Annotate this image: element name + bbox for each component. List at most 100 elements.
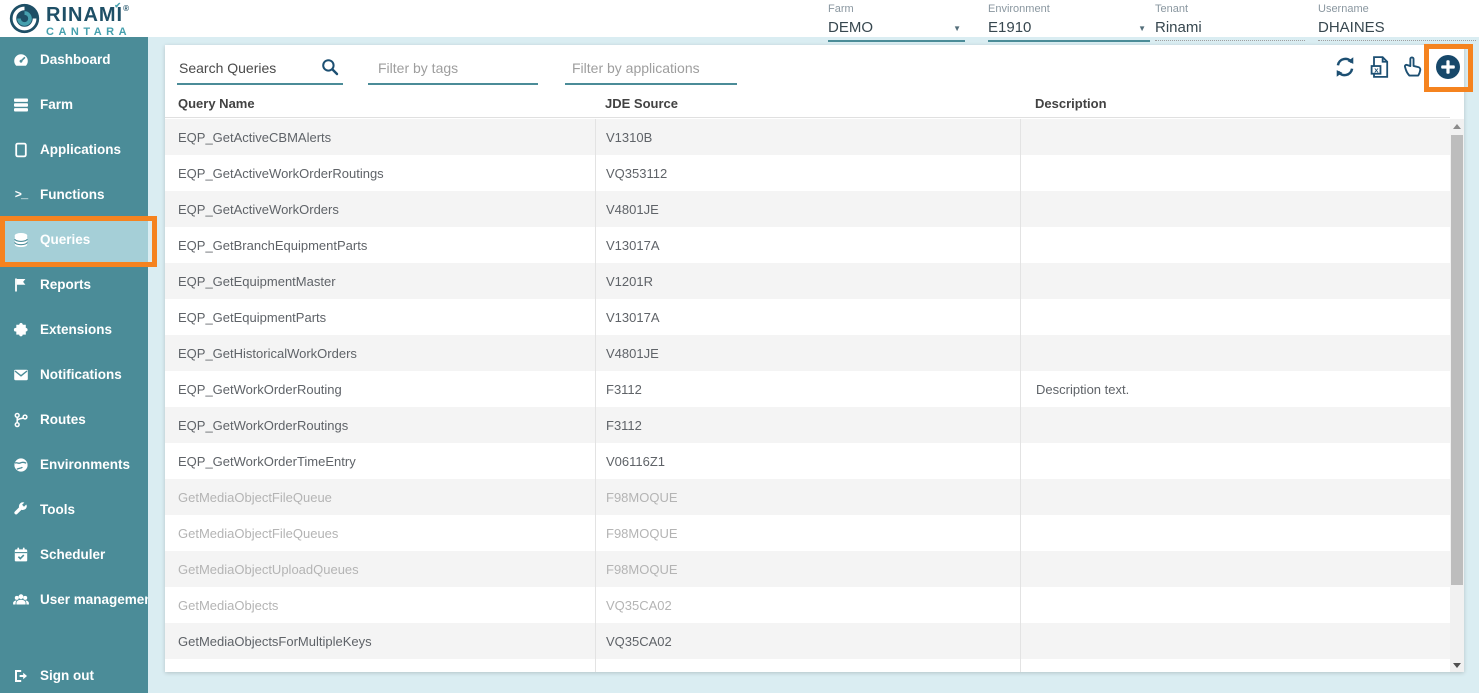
table-row[interactable]: EQP_GetActiveCBMAlerts V1310B	[165, 119, 1450, 155]
filter-applications-input[interactable]	[565, 59, 737, 85]
registered-mark: ®	[123, 3, 131, 13]
query-name-cell: GetMediaObjectFileQueues	[178, 525, 339, 541]
table-row[interactable]: EQP_GetActiveWorkOrderRoutings VQ353112	[165, 155, 1450, 191]
queries-panel: x Query Name JDE Source Description EQP_…	[165, 45, 1464, 672]
jde-source-cell: F98MOQUE	[595, 479, 1020, 515]
description-cell	[1020, 551, 1450, 587]
jde-source-cell: VQ35CA02	[595, 623, 1020, 659]
environment-value[interactable]: E1910 ▼	[988, 16, 1150, 42]
farm-select[interactable]: Farm DEMO ▼	[828, 3, 965, 42]
sidebar-item-functions[interactable]: >_ Functions	[0, 172, 148, 217]
jde-source-cell: F3112	[595, 407, 1020, 443]
scroll-up-arrow[interactable]	[1450, 119, 1464, 133]
jde-source-cell: V1201R	[595, 263, 1020, 299]
jde-source-cell: V13017A	[595, 299, 1020, 335]
query-name-cell: EQP_GetWorkOrderRoutings	[178, 417, 349, 433]
search-input[interactable]	[177, 59, 343, 85]
chevron-down-icon: ▼	[953, 24, 961, 33]
environment-label: Environment	[988, 3, 1050, 15]
chevron-down-icon: ▼	[1138, 24, 1146, 33]
description-cell	[1020, 227, 1450, 263]
sign-out-icon	[12, 667, 30, 685]
pointer-hand-icon[interactable]	[1399, 53, 1427, 81]
jde-source-cell: F3112	[595, 371, 1020, 407]
queries-table-body: EQP_GetActiveCBMAlerts V1310B EQP_GetAct…	[165, 119, 1450, 672]
vertical-scrollbar[interactable]	[1450, 119, 1464, 672]
description-cell	[1020, 623, 1450, 659]
filter-tags-input[interactable]	[368, 59, 538, 85]
tenant-label: Tenant	[1155, 3, 1189, 15]
dashboard-gauge-icon	[12, 51, 30, 69]
query-name-cell: GetMediaObjectsForMultipleKeys	[178, 633, 372, 649]
logo-subtitle: CANTARA	[46, 25, 132, 38]
jde-source-cell: F98MOQUE	[595, 515, 1020, 551]
description-cell	[1020, 155, 1450, 191]
export-excel-icon[interactable]: x	[1366, 53, 1394, 81]
query-name-cell: EQP_GetEquipmentParts	[178, 309, 327, 325]
sidebar-item-reports[interactable]: Reports	[0, 262, 148, 307]
farm-value[interactable]: DEMO ▼	[828, 16, 965, 42]
username-label: Username	[1318, 3, 1369, 15]
farm-label: Farm	[828, 3, 854, 15]
column-header-description[interactable]: Description	[1035, 96, 1107, 111]
app-logo: RINAMI® ✔ CANTARA	[8, 0, 132, 40]
app-window-icon	[12, 141, 30, 159]
calendar-check-icon	[12, 546, 30, 564]
table-row[interactable]: EQP_GetActiveWorkOrders V4801JE	[165, 191, 1450, 227]
sidebar-item-notifications[interactable]: Notifications	[0, 352, 148, 397]
environment-select[interactable]: Environment E1910 ▼	[988, 3, 1150, 42]
sidebar-item-routes[interactable]: Routes	[0, 397, 148, 442]
table-row[interactable]: EQP_GetEquipmentParts V13017A	[165, 299, 1450, 335]
add-query-icon[interactable]	[1434, 53, 1462, 81]
table-row[interactable]: GetMediaObjects VQ35CA02	[165, 587, 1450, 623]
description-cell	[1020, 191, 1450, 227]
scroll-down-arrow[interactable]	[1450, 658, 1464, 672]
column-header-jde-source[interactable]: JDE Source	[605, 96, 678, 111]
table-row[interactable]: EQP_GetWorkOrderTimeEntry V06116Z1	[165, 443, 1450, 479]
table-row[interactable]: EQP_GetWorkOrderRouting F3112 Descriptio…	[165, 371, 1450, 407]
description-cell	[1020, 263, 1450, 299]
sidebar-item-extensions[interactable]: Extensions	[0, 307, 148, 352]
description-cell	[1020, 407, 1450, 443]
query-name-cell: GetMediaObjectUploadQueues	[178, 561, 359, 577]
sidebar-item-queries[interactable]: Queries	[0, 217, 148, 262]
column-header-query-name[interactable]: Query Name	[178, 96, 255, 111]
jde-source-cell: VQ35CA02	[595, 587, 1020, 623]
table-row[interactable]: EQP_GetWorkOrderRoutings F3112	[165, 407, 1450, 443]
table-row[interactable]: GetMediaObjectsForMultipleKeys VQ35CA02	[165, 623, 1450, 659]
puzzle-icon	[12, 321, 30, 339]
jde-source-cell: F98MOQUE	[595, 551, 1020, 587]
query-name-cell: EQP_GetWorkOrderRouting	[178, 381, 342, 397]
sidebar-item-sign-out[interactable]: Sign out	[0, 653, 148, 693]
sidebar-item-dashboard[interactable]: Dashboard	[0, 37, 148, 82]
svg-text:x: x	[1374, 65, 1379, 74]
table-row[interactable]: EQP_GetEquipmentMaster V1201R	[165, 263, 1450, 299]
jde-source-cell: F98581A1	[595, 659, 1020, 672]
logo-checkmark-icon: ✔	[114, 0, 122, 10]
sidebar-item-farm[interactable]: Farm	[0, 82, 148, 127]
table-row[interactable]: GetMediaObjectFileQueues F98MOQUE	[165, 515, 1450, 551]
sidebar-item-environments[interactable]: Environments	[0, 442, 148, 487]
branch-icon	[12, 411, 30, 429]
query-name-cell: EQP_GetBranchEquipmentParts	[178, 237, 368, 253]
scrollbar-thumb[interactable]	[1451, 135, 1463, 585]
table-row[interactable]: EQP_GetBranchEquipmentParts V13017A	[165, 227, 1450, 263]
sidebar-item-scheduler[interactable]: Scheduler	[0, 532, 148, 577]
server-stack-icon	[12, 96, 30, 114]
users-group-icon	[12, 591, 30, 609]
table-row[interactable]: GetMediaObjectFileQueue F98MOQUE	[165, 479, 1450, 515]
refresh-icon[interactable]	[1331, 53, 1359, 81]
description-cell: Description text.	[1020, 371, 1450, 407]
jde-source-cell: V06116Z1	[595, 443, 1020, 479]
table-row[interactable]: GetMediaObjectUploadQueues F98MOQUE	[165, 551, 1450, 587]
jde-source-cell: V4801JE	[595, 191, 1020, 227]
sidebar-item-user-management[interactable]: User management	[0, 577, 148, 622]
envelope-icon	[12, 366, 30, 384]
sidebar-item-applications[interactable]: Applications	[0, 127, 148, 172]
table-row[interactable]: GetQueuePushNotifications F98581A1	[165, 659, 1450, 672]
query-name-cell: EQP_GetEquipmentMaster	[178, 273, 336, 289]
table-row[interactable]: EQP_GetHistoricalWorkOrders V4801JE	[165, 335, 1450, 371]
sidebar-item-tools[interactable]: Tools	[0, 487, 148, 532]
wrench-icon	[12, 501, 30, 519]
description-cell	[1020, 335, 1450, 371]
